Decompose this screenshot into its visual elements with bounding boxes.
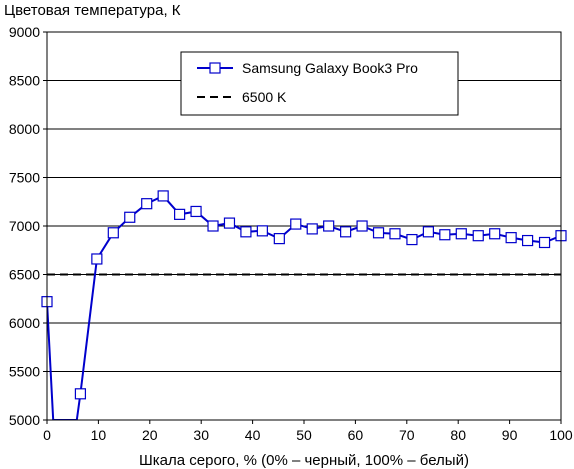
data-point-marker — [157, 190, 169, 202]
x-tick-label: 10 — [91, 427, 107, 443]
data-point-marker — [240, 226, 252, 238]
data-point-marker — [273, 233, 285, 245]
y-tick-label: 5000 — [9, 412, 40, 428]
data-point-marker — [141, 198, 153, 210]
data-point-marker — [439, 229, 451, 241]
data-point-marker — [538, 236, 551, 249]
data-point-marker — [256, 225, 268, 237]
data-point-marker — [107, 227, 119, 239]
legend: Samsung Galaxy Book3 Pro 6500 K — [180, 51, 459, 116]
data-point-marker — [323, 220, 335, 232]
ticks: 5000 5500 6000 6500 7000 7500 8000 8500 9000 0 10 2… — [9, 24, 573, 443]
x-tick-label: 80 — [450, 427, 466, 443]
data-point-marker — [372, 227, 385, 239]
data-point-marker — [190, 205, 202, 218]
x-tick-label: 90 — [502, 427, 518, 443]
x-tick-label: 70 — [399, 427, 415, 443]
y-tick-label: 5500 — [9, 364, 40, 380]
x-tick-label: 60 — [348, 427, 364, 443]
data-point-marker — [521, 234, 534, 247]
y-tick-label: 9000 — [9, 24, 40, 40]
data-point-marker — [406, 233, 418, 246]
y-tick-label: 6500 — [9, 267, 40, 283]
series-line-samsung — [47, 194, 561, 420]
legend-box — [180, 51, 459, 116]
y-tick-label: 8000 — [9, 121, 40, 137]
legend-label-series-1: Samsung Galaxy Book3 Pro — [242, 60, 418, 76]
data-point-marker — [174, 208, 186, 220]
x-tick-label: 100 — [549, 427, 573, 443]
data-point-marker — [306, 223, 318, 235]
y-tick-label: 6000 — [9, 315, 40, 331]
x-tick-label: 0 — [43, 427, 51, 443]
data-point-marker — [356, 220, 368, 232]
legend-label-series-2: 6500 K — [242, 89, 287, 105]
data-point-marker — [472, 230, 484, 242]
data-point-marker — [340, 226, 352, 238]
x-axis-title: Шкала серого, % (0% – черный, 100% – бел… — [139, 452, 469, 469]
data-point-marker — [290, 218, 302, 230]
data-point-marker — [124, 211, 136, 223]
data-point-marker — [91, 253, 103, 265]
y-tick-label: 7500 — [9, 170, 40, 186]
y-axis-title: Цветовая температура, К — [4, 2, 181, 19]
data-point-marker — [489, 228, 501, 240]
data-point-marker — [389, 228, 401, 240]
data-point-marker — [505, 232, 517, 244]
data-point-marker — [223, 217, 236, 229]
data-point-marker — [422, 226, 434, 238]
x-tick-label: 50 — [296, 427, 312, 443]
x-tick-label: 30 — [193, 427, 209, 443]
x-tick-label: 20 — [142, 427, 158, 443]
y-tick-label: 8500 — [9, 73, 40, 89]
y-tick-label: 7000 — [9, 218, 40, 234]
x-tick-label: 40 — [245, 427, 261, 443]
data-point-marker — [207, 220, 219, 232]
legend-marker-series-1 — [209, 62, 221, 74]
data-point-marker — [74, 388, 87, 400]
series-layer — [41, 190, 567, 420]
data-point-marker — [455, 228, 467, 240]
